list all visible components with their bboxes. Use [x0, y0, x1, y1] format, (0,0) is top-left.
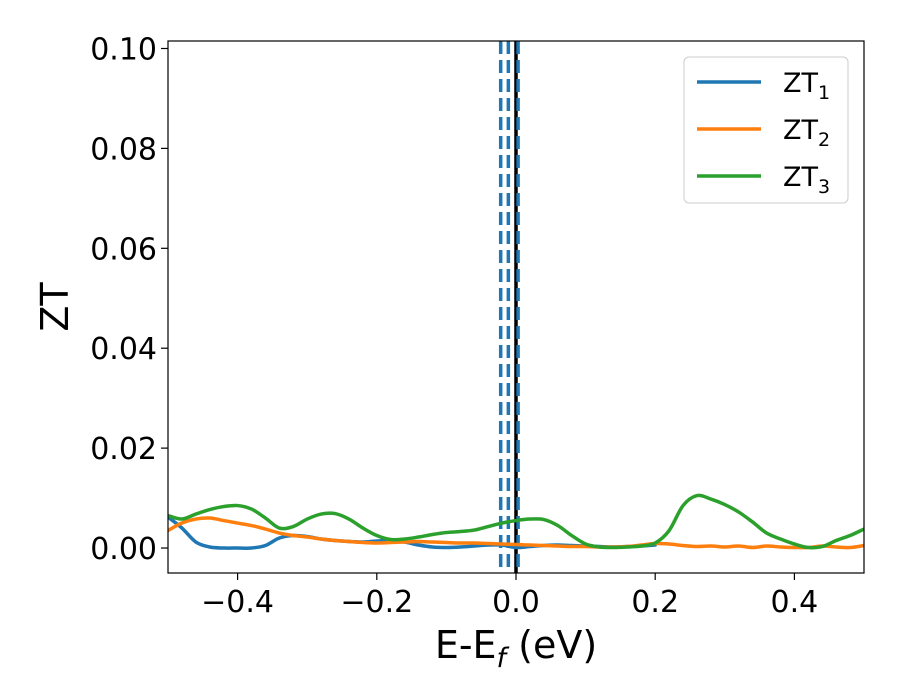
y-tick-label: 0.06 [90, 232, 157, 267]
legend: ZT1 ZT2 ZT3 [683, 56, 849, 204]
x-tick-label: 0.0 [492, 585, 540, 620]
vertical-lines [498, 41, 520, 573]
y-axis-label: ZT [33, 282, 77, 332]
y-tick-label: 0.02 [90, 432, 157, 467]
x-tick-label: −0.4 [201, 585, 274, 620]
plot-area [168, 41, 864, 573]
series-line-3 [168, 493, 864, 550]
x-tick-label: 0.4 [771, 585, 819, 620]
legend-label-2: ZT2 [783, 115, 830, 151]
x-axis-label: E-Ef (eV) [435, 623, 597, 674]
series-lines [168, 493, 864, 550]
legend-label-3: ZT3 [783, 162, 830, 198]
y-axis: 0.00 0.02 0.04 0.06 0.08 0.10 [90, 32, 168, 567]
legend-label-1: ZT1 [783, 68, 830, 104]
y-tick-label: 0.04 [90, 332, 157, 367]
x-axis: −0.4 −0.2 0.0 0.2 0.4 [201, 573, 818, 620]
legend-box [683, 56, 849, 204]
y-tick-label: 0.00 [90, 532, 157, 567]
series-line-2 [168, 516, 864, 550]
y-tick-label: 0.08 [90, 132, 157, 167]
x-tick-label: 0.2 [631, 585, 679, 620]
x-tick-label: −0.2 [340, 585, 413, 620]
y-tick-label: 0.10 [90, 32, 157, 67]
